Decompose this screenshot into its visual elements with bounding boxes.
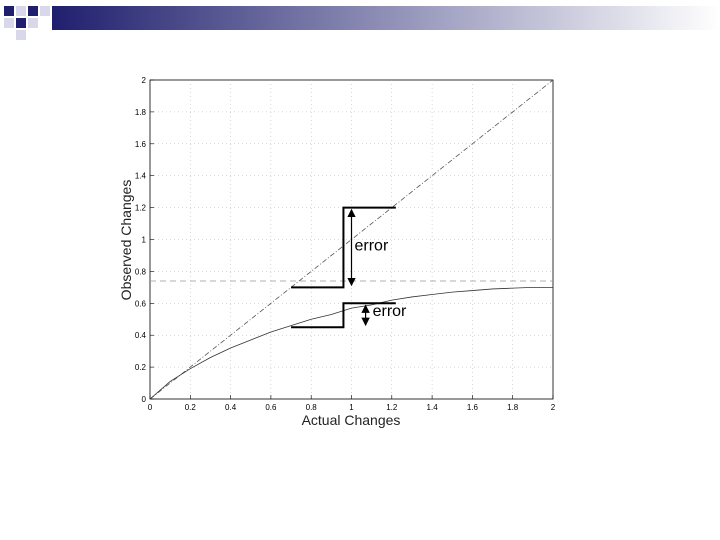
y-tick-label: 1.8 — [135, 108, 147, 117]
deco-square — [16, 18, 26, 28]
x-tick-label: 2 — [551, 403, 556, 412]
x-tick-label: 1.8 — [507, 403, 519, 412]
slide-decoration — [4, 6, 720, 40]
deco-square — [4, 6, 14, 16]
deco-square — [28, 6, 38, 16]
y-tick-label: 0.8 — [135, 267, 147, 276]
deco-square — [28, 18, 38, 28]
y-axis-title: Observed Changes — [118, 180, 134, 301]
y-tick-label: 1.4 — [135, 172, 147, 181]
y-tick-label: 0 — [142, 395, 147, 404]
error-label: error — [373, 303, 407, 320]
deco-square — [16, 6, 26, 16]
y-tick-label: 0.2 — [135, 363, 147, 372]
x-axis-title: Actual Changes — [302, 412, 401, 428]
x-tick-label: 0.6 — [265, 403, 277, 412]
y-tick-label: 1.2 — [135, 204, 147, 213]
y-tick-label: 1 — [142, 236, 147, 245]
deco-gradient-bar — [52, 6, 720, 30]
error-bracket — [291, 206, 396, 289]
y-tick-label: 1.6 — [135, 140, 147, 149]
x-tick-label: 1.4 — [427, 403, 439, 412]
x-tick-label: 1 — [349, 403, 354, 412]
x-tick-label: 1.6 — [467, 403, 479, 412]
error-bracket — [291, 302, 396, 329]
error-label: error — [355, 238, 389, 255]
x-tick-label: 0.2 — [185, 403, 197, 412]
deco-square — [16, 30, 26, 40]
x-tick-label: 0.4 — [225, 403, 237, 412]
deco-square — [4, 18, 14, 28]
saturating-curve — [149, 286, 553, 400]
x-tick-label: 0 — [148, 403, 153, 412]
y-tick-label: 2 — [142, 76, 147, 85]
y-tick-label: 0.4 — [135, 331, 147, 340]
y-tick-label: 0.6 — [135, 299, 147, 308]
x-tick-label: 0.8 — [306, 403, 318, 412]
deco-square — [40, 6, 50, 16]
x-tick-label: 1.2 — [386, 403, 398, 412]
